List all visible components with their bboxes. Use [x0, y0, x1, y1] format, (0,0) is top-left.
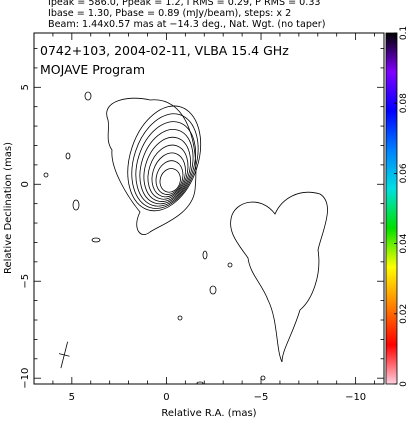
beam-minor-axis	[58, 353, 70, 357]
contour-level-6	[147, 144, 189, 200]
colorbar-tick-label: 0.08	[399, 93, 409, 113]
contour-island-6	[202, 250, 208, 260]
contour-island-8	[209, 285, 217, 295]
contour-island-2	[65, 152, 71, 160]
x-axis-label: Relative R.A. (mas)	[161, 408, 256, 419]
contour-island-7	[227, 262, 233, 268]
contour-level-3	[135, 121, 196, 207]
y-tick-label: 0	[20, 181, 31, 187]
y-tick-label: −10	[20, 368, 31, 389]
axis-ticks: 5 0 −5 −10 5 0 −5 −10	[20, 33, 384, 403]
y-tick-label: −5	[20, 274, 31, 289]
x-tick-label: 5	[69, 392, 75, 403]
colorbar-tick-label: 0.02	[399, 304, 409, 324]
contour-island-5	[91, 237, 101, 243]
plot-subtitle: MOJAVE Program	[40, 62, 145, 77]
contour-island-10	[260, 375, 266, 381]
colorbar-tick-label: 0	[399, 381, 409, 387]
contour-level-8	[155, 160, 184, 195]
x-tick-label: −5	[254, 392, 269, 403]
x-tick-label: 0	[163, 392, 169, 403]
contour-island-9	[177, 315, 183, 321]
contour-level-5	[143, 136, 191, 202]
beam-ellipse	[58, 341, 70, 369]
contour-island-3	[72, 199, 80, 211]
contour-jet-region	[230, 191, 328, 363]
contour-level-4	[139, 129, 194, 205]
contour-level-9	[159, 168, 181, 193]
x-tick-label: −10	[345, 392, 366, 403]
contour-outer	[106, 97, 197, 235]
contour-level-2	[131, 113, 199, 209]
contour-island-4	[43, 172, 49, 178]
plot-title: 0742+103, 2004-02-11, VLBA 15.4 GHz	[40, 43, 289, 58]
plot-frame	[33, 32, 385, 385]
colorbar-scale	[385, 32, 398, 385]
contour-level-1	[127, 105, 202, 212]
y-tick-label: 5	[20, 84, 31, 90]
header-line-beam: Beam: 1.44x0.57 mas at −14.3 deg., Nat. …	[48, 19, 326, 30]
contour-map	[43, 91, 328, 385]
header-line-peaks: Ipeak = 586.0, Ppeak = 1.2, I RMS = 0.29…	[48, 0, 321, 8]
colorbar: 0 0.02 0.04 0.06 0.08 0.1	[385, 26, 409, 387]
colorbar-tick-label: 0.1	[399, 26, 409, 40]
colorbar-tick-label: 0.06	[399, 163, 409, 183]
contour-level-7	[151, 152, 186, 198]
header-line-base: Ibase = 1.30, Pbase = 0.89 (mJy/beam), s…	[48, 8, 292, 19]
y-axis-label: Relative Declination (mas)	[3, 142, 14, 274]
colorbar-tick-label: 0.04	[399, 233, 409, 253]
contour-island-1	[84, 91, 92, 101]
